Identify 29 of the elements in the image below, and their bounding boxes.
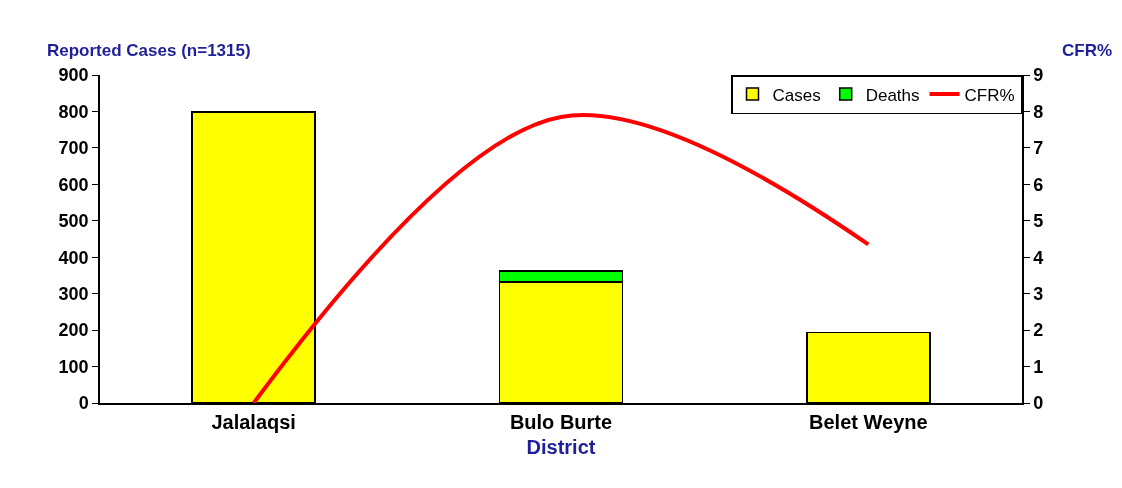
y-tick-label: 800 <box>58 101 89 122</box>
legend-label: CFR% <box>964 85 1015 105</box>
legend-label: Deaths <box>865 85 920 105</box>
legend-label: Cases <box>772 85 821 105</box>
y-tick-label: 400 <box>58 247 89 268</box>
x-tick-label: Belet Weyne <box>809 410 928 433</box>
y2-tick-label: 5 <box>1033 211 1044 232</box>
y2-tick-label: 8 <box>1033 101 1044 122</box>
y2-tick-label: 2 <box>1033 320 1044 341</box>
y2-tick-label: 9 <box>1033 65 1044 86</box>
x-axis-title: District <box>526 435 596 458</box>
y-tick-label: 0 <box>78 393 89 414</box>
y2-tick-label: 7 <box>1033 138 1044 159</box>
y2-axis-title: CFR% <box>1062 41 1113 60</box>
y-axis-title: Reported Cases (n=1315) <box>47 41 251 60</box>
x-tick-label: Jalalaqsi <box>211 410 296 433</box>
y-tick-label: 100 <box>58 356 89 377</box>
y2-tick-label: 1 <box>1033 356 1044 377</box>
y2-tick-label: 6 <box>1033 174 1044 195</box>
y2-tick-label: 0 <box>1033 393 1044 414</box>
x-tick-label: Bulo Burte <box>509 410 613 433</box>
y-tick-label: 200 <box>58 320 89 341</box>
y2-tick-label: 3 <box>1033 283 1044 304</box>
y-tick-label: 600 <box>58 174 89 195</box>
y-tick-label: 300 <box>58 283 89 304</box>
y-tick-label: 500 <box>58 211 89 232</box>
y2-tick-label: 4 <box>1033 247 1044 268</box>
y-tick-label: 700 <box>58 138 89 159</box>
y-tick-label: 900 <box>58 65 89 86</box>
